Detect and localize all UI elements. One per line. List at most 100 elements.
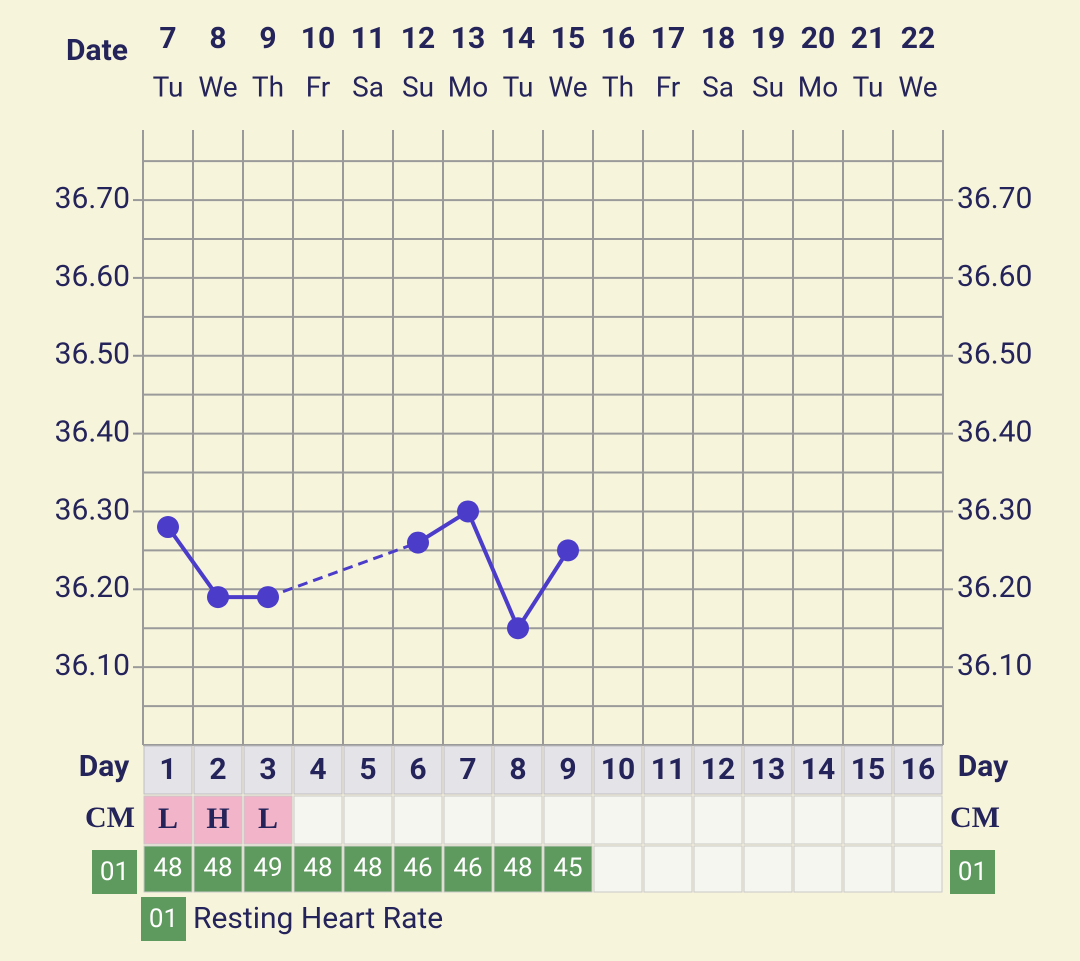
day-cell	[193, 745, 243, 795]
cm-value: H	[206, 802, 229, 835]
cm-cell	[743, 795, 793, 845]
heart-rate-cell	[793, 845, 843, 893]
date-number: 7	[159, 21, 176, 56]
date-number: 14	[501, 21, 535, 56]
date-number: 11	[351, 21, 385, 56]
cm-cell	[193, 795, 243, 845]
heart-rate-value: 48	[303, 853, 332, 883]
heart-rate-cell	[143, 845, 193, 893]
day-cell	[143, 745, 193, 795]
weekday: Mo	[798, 70, 838, 103]
heart-rate-cell	[243, 845, 293, 893]
date-number: 22	[901, 21, 935, 56]
weekday: We	[898, 70, 937, 103]
heart-rate-value: 49	[253, 853, 282, 883]
weekday: Sa	[352, 70, 384, 103]
heart-rate-cell	[893, 845, 943, 893]
date-number: 13	[451, 21, 485, 56]
weekday: We	[548, 70, 587, 103]
day-cell	[343, 745, 393, 795]
weekday: Mo	[448, 70, 488, 103]
y-tick-label: 36.10	[55, 648, 130, 683]
day-number: 2	[209, 752, 226, 787]
cm-cell	[843, 795, 893, 845]
date-number: 10	[301, 21, 335, 56]
heart-rate-cell	[443, 845, 493, 893]
heart-rate-cell	[693, 845, 743, 893]
heart-rate-value: 48	[353, 853, 382, 883]
cm-cell	[643, 795, 693, 845]
temperature-line	[416, 509, 570, 631]
date-number: 19	[751, 21, 785, 56]
day-cell	[243, 745, 293, 795]
day-number: 8	[509, 752, 526, 787]
heart-rate-value: 46	[453, 853, 482, 883]
day-cell	[643, 745, 693, 795]
weekday: Tu	[853, 70, 884, 103]
day-number: 6	[409, 752, 426, 787]
cm-cell	[343, 795, 393, 845]
cm-cell	[893, 795, 943, 845]
date-number: 18	[701, 21, 735, 56]
day-number: 4	[309, 752, 326, 787]
cm-label: CM	[85, 801, 135, 834]
day-cell	[493, 745, 543, 795]
heart-rate-value: 48	[153, 853, 182, 883]
day-cell	[693, 745, 743, 795]
day-cell	[893, 745, 943, 795]
weekday: Su	[752, 70, 784, 103]
cm-cell	[293, 795, 343, 845]
temperature-point	[407, 531, 429, 554]
cm-cell	[693, 795, 743, 845]
cm-label: CM	[950, 801, 1000, 834]
cm-value: L	[258, 802, 278, 835]
heart-rate-code: 01	[100, 857, 129, 887]
day-cell	[543, 745, 593, 795]
day-number: 9	[559, 752, 576, 787]
y-tick-label: 36.40	[55, 415, 130, 450]
cm-cell	[493, 795, 543, 845]
date-number: 8	[209, 21, 226, 56]
heart-rate-cell	[293, 845, 343, 893]
day-label: Day	[958, 749, 1009, 784]
heart-rate-cell	[193, 845, 243, 893]
gap-connector	[267, 541, 419, 599]
day-number: 7	[459, 752, 476, 787]
cm-cell	[243, 795, 293, 845]
y-tick-label: 36.50	[957, 337, 1032, 372]
day-label: Day	[79, 749, 130, 784]
heart-rate-cell	[843, 845, 893, 893]
weekday: Fr	[656, 70, 681, 103]
heart-rate-value: 45	[553, 853, 582, 883]
y-tick-label: 36.40	[957, 415, 1032, 450]
day-cell	[293, 745, 343, 795]
heart-rate-value: 48	[203, 853, 232, 883]
day-cell	[593, 745, 643, 795]
y-tick-label: 36.70	[957, 181, 1032, 216]
heart-rate-value: 48	[503, 853, 532, 883]
temperature-point	[157, 516, 179, 539]
day-cell	[843, 745, 893, 795]
y-tick-label: 36.20	[55, 570, 130, 605]
y-tick-label: 36.50	[55, 337, 130, 372]
y-tick-label: 36.60	[55, 259, 130, 294]
cm-cell	[593, 795, 643, 845]
heart-rate-code-box	[92, 850, 137, 894]
weekday: Sa	[702, 70, 734, 103]
day-number: 13	[751, 752, 785, 787]
y-tick-label: 36.60	[957, 259, 1032, 294]
temperature-point	[207, 586, 229, 609]
day-number: 5	[359, 752, 376, 787]
day-cell	[743, 745, 793, 795]
day-cell	[443, 745, 493, 795]
temperature-point	[507, 617, 529, 640]
cm-cell	[543, 795, 593, 845]
weekday: Fr	[306, 70, 331, 103]
cm-cell	[143, 795, 193, 845]
date-number: 21	[851, 21, 885, 56]
cm-cell	[793, 795, 843, 845]
weekday: Tu	[503, 70, 534, 103]
day-cell	[793, 745, 843, 795]
heart-rate-value: 46	[403, 853, 432, 883]
